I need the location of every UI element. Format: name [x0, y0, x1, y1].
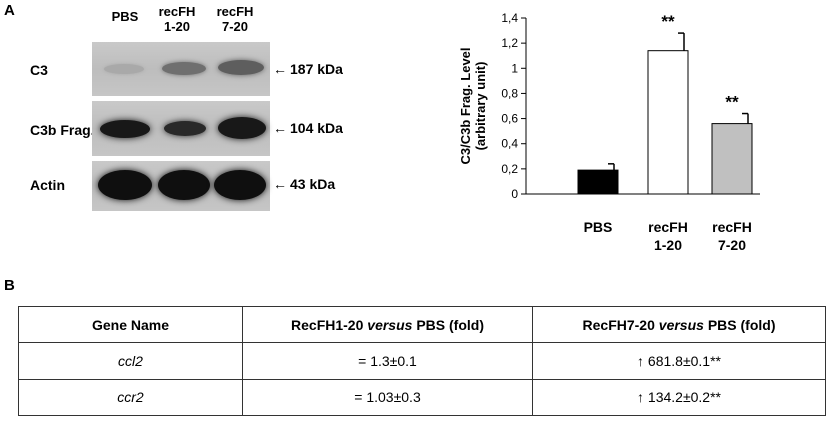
size-marker-104: ← 104 kDa — [273, 120, 343, 136]
lane-header-pbs: PBS — [111, 9, 139, 24]
x-tick-label: 7-20 — [718, 237, 746, 253]
band-c3b-recfh-7-20 — [218, 117, 266, 139]
lane-header-recfh-7-20: recFH 7-20 — [216, 4, 254, 34]
gene-cell: ccl2 — [18, 342, 243, 380]
col-header-gene-name: Gene Name — [18, 305, 243, 344]
blot-row-label-c3: C3 — [30, 62, 48, 78]
table-header-row: Gene Name RecFH1-20 versus PBS (fold) Re… — [18, 305, 826, 344]
size-label-43: 43 kDa — [290, 176, 336, 192]
x-tick-label: PBS — [584, 219, 613, 235]
fold-cell-recfh7-20: ↑ 134.2±0.2** — [532, 378, 826, 417]
y-tick-label: 0,2 — [501, 162, 518, 176]
y-tick-label: 0,8 — [501, 86, 518, 100]
y-axis-label: C3/C3b Frag. Level — [458, 47, 473, 164]
y-axis-label-unit: (arbitrary unit) — [473, 62, 488, 151]
y-tick-label: 0 — [511, 187, 518, 201]
up-arrow-icon: ↑ — [637, 389, 645, 406]
band-c3-pbs — [104, 64, 144, 74]
y-tick-label: 0,4 — [501, 137, 518, 151]
panel-a-letter: A — [4, 2, 15, 19]
size-label-104: 104 kDa — [290, 120, 343, 136]
lane-header-recfh-1-20: recFH 1-20 — [158, 4, 196, 34]
left-arrow-icon: ← — [273, 176, 287, 192]
band-actin-recfh-7-20 — [214, 170, 266, 200]
size-marker-43: ← 43 kDa — [273, 176, 335, 192]
col-header-recfh7-20: RecFH7-20 versus PBS (fold) — [532, 305, 826, 344]
table-row: ccl2 = 1.3±0.1 ↑ 681.8±0.1** — [18, 342, 826, 380]
col-header-recfh1-20: RecFH1-20 versus PBS (fold) — [242, 305, 533, 344]
blot-strip-actin — [92, 161, 270, 211]
x-tick-label: recFH — [648, 219, 688, 235]
table-row: ccr2 = 1.03±0.3 ↑ 134.2±0.2** — [18, 378, 826, 417]
bar — [647, 50, 689, 195]
y-tick-label: 1,2 — [501, 36, 518, 50]
band-c3-recfh-7-20 — [218, 60, 264, 75]
y-tick-label: 0,6 — [501, 112, 518, 126]
x-tick-label: recFH — [712, 219, 752, 235]
bar-chart: C3/C3b Frag. Level (arbitrary unit) 0 0,2… — [458, 11, 760, 253]
fold-cell-recfh1-20: = 1.3±0.1 — [242, 342, 533, 380]
bar — [711, 123, 753, 195]
left-arrow-icon: ← — [273, 120, 287, 136]
left-arrow-icon: ← — [273, 61, 287, 77]
blot-strip-c3b-frag — [92, 101, 270, 156]
up-arrow-icon: ↑ — [637, 352, 645, 369]
blot-row-label-c3b-frag: C3b Frag. — [30, 122, 95, 138]
blot-row-label-actin: Actin — [30, 177, 65, 193]
band-c3-recfh-1-20 — [162, 62, 206, 75]
band-c3b-recfh-1-20 — [164, 121, 206, 136]
band-c3b-pbs — [100, 120, 150, 138]
bar — [577, 169, 619, 195]
y-tick-label: 1,4 — [501, 11, 518, 25]
x-tick-label: 1-20 — [654, 237, 682, 253]
panel-b-letter: B — [4, 277, 15, 294]
size-marker-187: ← 187 kDa — [273, 61, 343, 77]
band-actin-recfh-1-20 — [158, 170, 210, 200]
fold-cell-recfh1-20: = 1.03±0.3 — [242, 378, 533, 417]
fold-cell-recfh7-20: ↑ 681.8±0.1** — [532, 342, 826, 380]
size-label-187: 187 kDa — [290, 61, 343, 77]
significance-label: ** — [725, 93, 739, 112]
blot-strip-c3 — [92, 42, 270, 96]
band-actin-pbs — [98, 170, 152, 200]
gene-expression-table: Gene Name RecFH1-20 versus PBS (fold) Re… — [18, 305, 826, 417]
significance-label: ** — [661, 12, 675, 31]
y-tick-label: 1 — [511, 61, 518, 75]
gene-cell: ccr2 — [18, 378, 243, 417]
